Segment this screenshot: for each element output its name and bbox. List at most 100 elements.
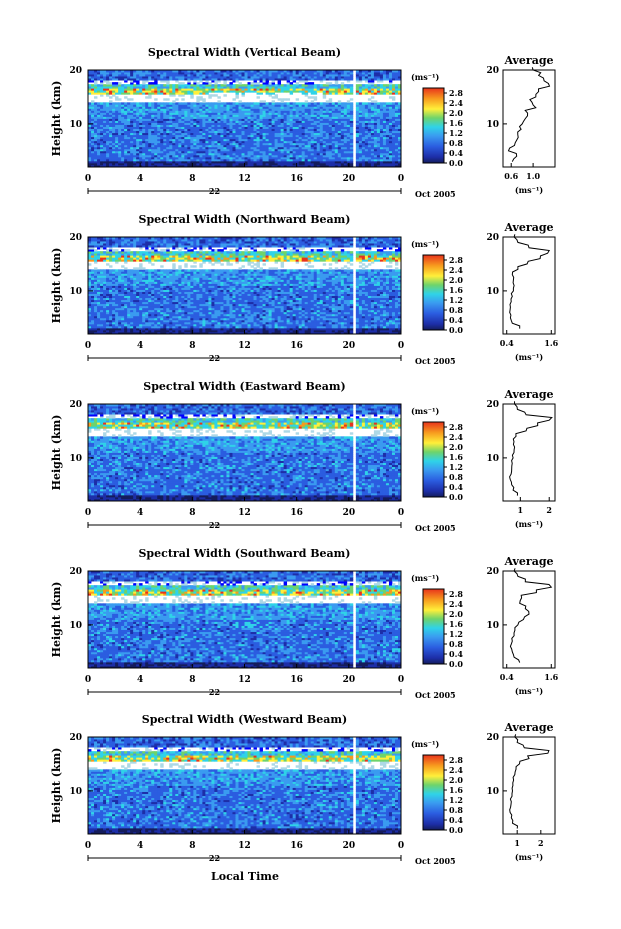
x-tick-label: 16 xyxy=(290,341,303,351)
x-tick-label: 12 xyxy=(238,174,251,184)
avg-x-axis-label: (ms⁻¹) xyxy=(515,519,543,529)
x-tick-label: 0 xyxy=(85,841,91,851)
colorbar-units: (ms⁻¹) xyxy=(411,406,439,416)
colorbar-tick-label: 0.4 xyxy=(449,315,463,325)
colorbar-tick-label: 0.4 xyxy=(449,649,463,659)
colorbar-tick-label: 0.8 xyxy=(449,305,463,315)
avg-x-tick-label: 1.6 xyxy=(544,338,558,348)
x-tick-label: 16 xyxy=(290,508,303,518)
avg-y-tick-label: 20 xyxy=(486,66,499,76)
avg-y-tick-label: 10 xyxy=(486,120,499,130)
colorbar-tick-label: 0.4 xyxy=(449,815,463,825)
y-tick-label: 10 xyxy=(69,454,82,464)
y-axis-label: Height (km) xyxy=(50,248,63,324)
y-tick-label: 20 xyxy=(69,733,82,743)
colorbar-tick-label: 0.4 xyxy=(449,482,463,492)
x-tick-label: 20 xyxy=(343,341,356,351)
y-tick-label: 10 xyxy=(69,287,82,297)
panel-3: Spectral Width (Eastward Beam)0 4 8 12 16 20 0… xyxy=(50,380,556,533)
x-tick-label: 8 xyxy=(189,675,195,685)
panel-4: Spectral Width (Southward Beam) 0 4 8 12 16 20… xyxy=(50,547,559,700)
colorbar-units: (ms⁻¹) xyxy=(411,739,439,749)
colorbar-tick-label: 2.8 xyxy=(449,88,463,98)
x-tick-label: 0 xyxy=(398,675,404,685)
colorbar-tick-label: 2.0 xyxy=(449,442,463,452)
avg-x-tick-label: 1.0 xyxy=(526,171,540,181)
panel-title: Spectral Width (Northward Beam) xyxy=(139,213,351,226)
colorbar-tick-label: 0.4 xyxy=(449,148,463,158)
colorbar-tick-label: 2.0 xyxy=(449,609,463,619)
y-tick-label: 10 xyxy=(69,621,82,631)
avg-title: Average xyxy=(503,221,553,234)
x-tick-label: 16 xyxy=(290,675,303,685)
avg-title: Average xyxy=(503,721,553,734)
day-label: 22 xyxy=(209,186,220,196)
avg-frame xyxy=(502,570,556,669)
avg-profile-line xyxy=(509,234,551,329)
day-label: 22 xyxy=(209,853,220,863)
colorbar-tick-label: 2.0 xyxy=(449,275,463,285)
colorbar-tick-label: 2.4 xyxy=(449,98,463,108)
avg-y-tick-label: 20 xyxy=(486,400,499,410)
x-axis-label: Local Time xyxy=(211,870,279,883)
colorbar-tick-label: 0.8 xyxy=(449,639,463,649)
colorbar-tick-label: 2.0 xyxy=(449,775,463,785)
x-tick-label: 0 xyxy=(398,841,404,851)
x-tick-label: 20 xyxy=(343,841,356,851)
heatmap-cells xyxy=(88,571,402,669)
avg-x-axis-label: (ms⁻¹) xyxy=(515,352,543,362)
avg-x-tick-label: 0.6 xyxy=(504,171,518,181)
avg-title: Average xyxy=(503,54,553,67)
colorbar-tick-label: 2.4 xyxy=(449,265,463,275)
avg-y-tick-label: 10 xyxy=(486,787,499,797)
colorbar xyxy=(422,254,445,331)
date-label: Oct 2005 xyxy=(415,856,456,866)
colorbar-tick-label: 2.4 xyxy=(449,432,463,442)
avg-x-tick-label: 1 xyxy=(518,505,524,515)
avg-y-tick-label: 20 xyxy=(486,233,499,243)
heatmap-cells xyxy=(88,737,402,835)
x-tick-label: 8 xyxy=(189,341,195,351)
colorbar-tick-label: 1.6 xyxy=(449,785,463,795)
avg-x-tick-label: 0.4 xyxy=(500,672,514,682)
colorbar-tick-label: 0.8 xyxy=(449,138,463,148)
y-axis-label: Height (km) xyxy=(50,748,63,824)
avg-profile-line xyxy=(509,734,550,829)
x-tick-label: 0 xyxy=(85,174,91,184)
colorbar-tick-label: 1.2 xyxy=(449,629,463,639)
x-tick-label: 4 xyxy=(137,341,143,351)
x-tick-label: 8 xyxy=(189,508,195,518)
panel-2: Spectral Width (Northward Beam) 0 4 8 12 16 20… xyxy=(50,213,559,366)
y-tick-label: 20 xyxy=(69,66,82,76)
avg-x-axis-label: (ms⁻¹) xyxy=(515,185,543,195)
avg-y-tick-label: 10 xyxy=(486,621,499,631)
avg-x-axis-label: (ms⁻¹) xyxy=(515,686,543,696)
day-label: 22 xyxy=(209,353,220,363)
colorbar xyxy=(422,588,445,665)
colorbar-tick-label: 2.8 xyxy=(449,755,463,765)
colorbar xyxy=(422,754,445,831)
x-tick-label: 12 xyxy=(238,341,251,351)
heatmap-cells xyxy=(88,404,402,502)
avg-x-tick-label: 1.6 xyxy=(544,672,558,682)
avg-profile-line xyxy=(509,568,553,663)
day-label: 22 xyxy=(209,687,220,697)
colorbar-units: (ms⁻¹) xyxy=(411,72,439,82)
date-label: Oct 2005 xyxy=(415,189,456,199)
y-tick-label: 10 xyxy=(69,120,82,130)
colorbar-tick-label: 0.0 xyxy=(449,158,463,168)
date-label: Oct 2005 xyxy=(415,356,456,366)
colorbar-tick-label: 2.0 xyxy=(449,108,463,118)
colorbar-tick-label: 1.2 xyxy=(449,295,463,305)
x-tick-label: 0 xyxy=(85,341,91,351)
y-tick-label: 10 xyxy=(69,787,82,797)
x-tick-label: 4 xyxy=(137,508,143,518)
x-tick-label: 4 xyxy=(137,841,143,851)
x-tick-label: 8 xyxy=(189,174,195,184)
colorbar-tick-label: 0.0 xyxy=(449,659,463,669)
avg-x-axis-label: (ms⁻¹) xyxy=(515,852,543,862)
x-tick-label: 16 xyxy=(290,841,303,851)
colorbar-tick-label: 1.2 xyxy=(449,462,463,472)
avg-frame xyxy=(502,236,556,335)
colorbar-tick-label: 2.4 xyxy=(449,765,463,775)
